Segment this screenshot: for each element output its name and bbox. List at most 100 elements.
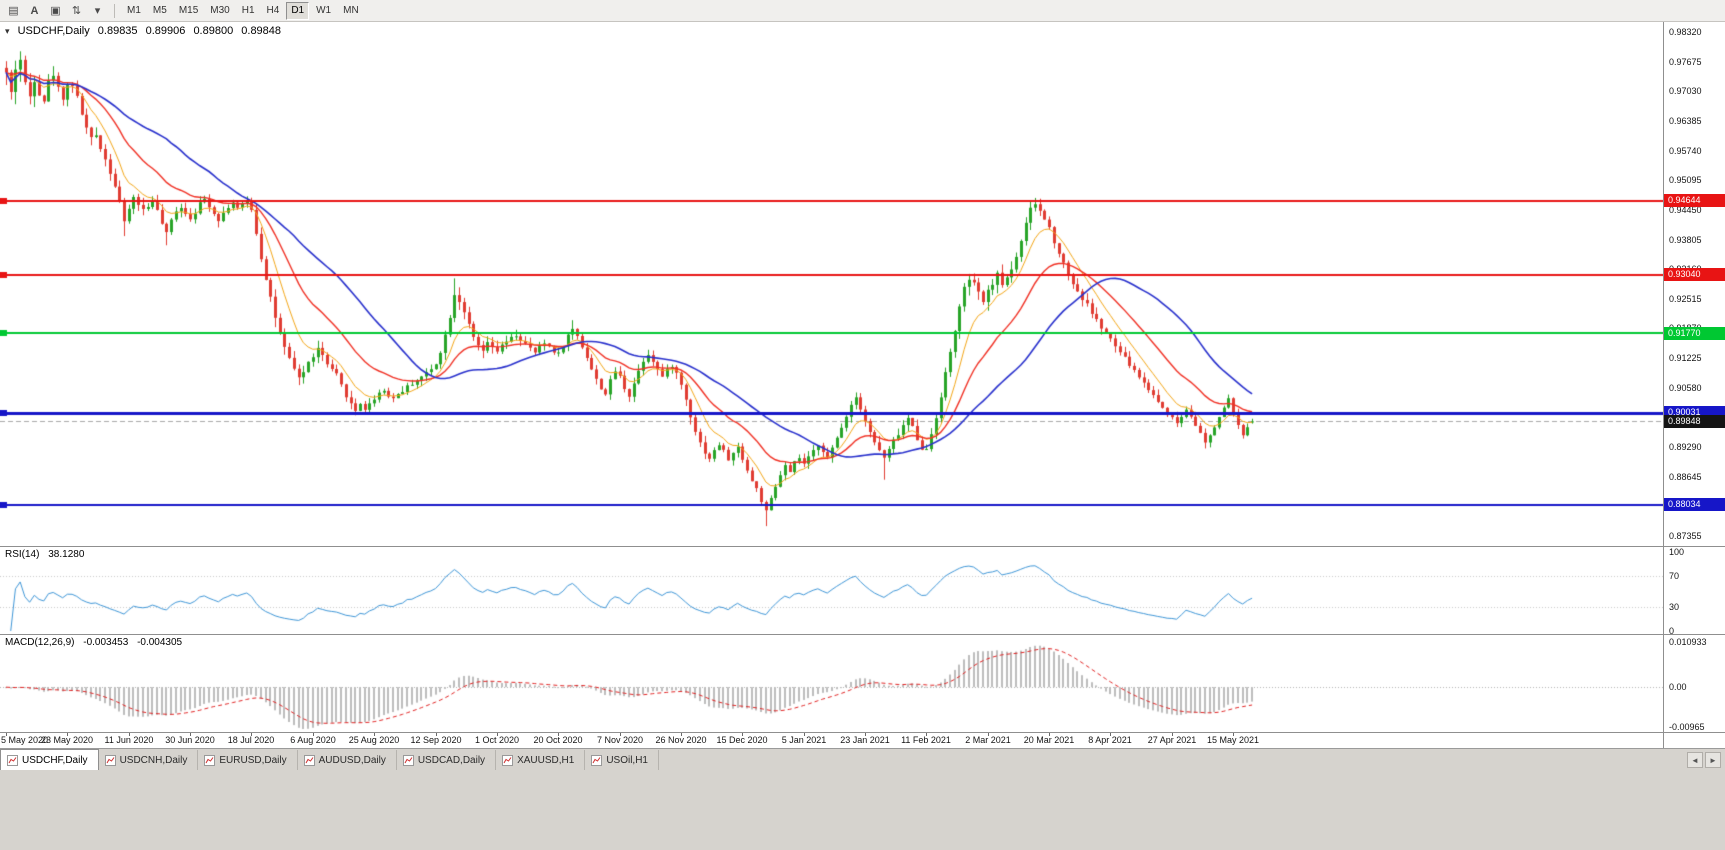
date-label: 11 Jun 2020: [104, 735, 154, 745]
chart-tab-usdchf-daily[interactable]: USDCHF,Daily: [0, 749, 99, 770]
rsi-tick: 100: [1669, 547, 1685, 557]
one-click-expander-icon[interactable]: ▾: [5, 26, 10, 36]
date-label: 23 Jan 2021: [840, 735, 890, 745]
time-axis[interactable]: 5 May 2020 23 May 2020 11 Jun 2020 30 Jun 2…: [0, 732, 1725, 748]
rsi-axis[interactable]: 100 70 30 0: [1663, 547, 1725, 634]
date-label: 20 Oct 2020: [533, 735, 583, 745]
price-axis[interactable]: 0.98320 0.97675 0.97030 0.96385 0.95740 0.950…: [1663, 22, 1725, 546]
tab-label: USDCNH,Daily: [119, 754, 188, 766]
chart-tab-audusd-daily[interactable]: AUDUSD,Daily: [297, 750, 397, 770]
date-label: 8 Apr 2021: [1088, 735, 1132, 745]
date-label: 25 Aug 2020: [348, 735, 400, 745]
price-tick: 0.91225: [1669, 353, 1702, 363]
rsi-tick: 30: [1669, 602, 1680, 612]
date-label: 20 Mar 2021: [1023, 735, 1075, 745]
symbol-label: USDCHF,Daily: [17, 25, 90, 37]
date-label: 5 May 2020: [1, 735, 49, 745]
tab-label: AUDUSD,Daily: [318, 754, 386, 766]
market-watch-icon[interactable]: ▤: [8, 5, 19, 17]
ohlc-high: 0.89906: [145, 25, 186, 37]
mini-chart-icon: [7, 754, 18, 766]
toolbar-dropdown-caret[interactable]: ▾: [94, 5, 101, 17]
macd-tick: 0.010933: [1669, 637, 1707, 647]
date-tick: [436, 733, 437, 736]
price-tick: 0.88645: [1669, 472, 1702, 482]
rsi-label: RSI(14) 38.1280: [5, 549, 90, 560]
scale-tool-icon[interactable]: ⇅: [71, 5, 82, 17]
macd-tick: 0.00: [1669, 682, 1687, 692]
chart-tab-usdcnh-daily[interactable]: USDCNH,Daily: [98, 750, 199, 770]
date-label: 6 Aug 2020: [290, 735, 336, 745]
date-label: 15 May 2021: [1206, 735, 1260, 745]
macd-signal-value: -0.004305: [137, 637, 183, 648]
date-label: 26 Nov 2020: [655, 735, 707, 745]
date-tick: [497, 733, 498, 736]
date-label: 2 Mar 2021: [965, 735, 1011, 745]
timeframe-button-h1[interactable]: H1: [241, 4, 255, 16]
macd-tick: -0.00965: [1669, 722, 1705, 732]
macd-panel: MACD(12,26,9) -0.003453 -0.004305 0.0109…: [0, 634, 1725, 732]
tab-label: USDCHF,Daily: [22, 754, 88, 766]
date-tick: [1233, 733, 1234, 736]
date-tick: [865, 733, 866, 736]
timeframe-button-h4[interactable]: H4: [266, 4, 280, 16]
date-tick: [558, 733, 559, 736]
timeframe-button-m5[interactable]: M5: [152, 4, 167, 16]
macd-axis[interactable]: 0.010933 0.00 -0.00965: [1663, 635, 1725, 732]
timeframe-button-m30[interactable]: M30: [210, 4, 230, 16]
timeframe-button-m1[interactable]: M1: [127, 4, 141, 16]
timeframe-button-m15[interactable]: M15: [178, 4, 199, 16]
price-tick: 0.94450: [1669, 205, 1702, 215]
cursor-tool[interactable]: A: [30, 4, 39, 17]
chart-tab-eurusd-daily[interactable]: EURUSD,Daily: [198, 750, 298, 770]
price-tick: 0.90580: [1669, 383, 1702, 393]
mini-chart-icon: [303, 754, 315, 766]
chart-window-icon[interactable]: ▣: [50, 5, 61, 17]
date-tick: [129, 733, 130, 736]
price-chart-panel: ▾ USDCHF,Daily 0.89835 0.89906 0.89800 0…: [0, 22, 1725, 546]
timeframe-button-d1[interactable]: D1: [286, 1, 310, 20]
date-tick: [926, 733, 927, 736]
macd-label: MACD(12,26,9) -0.003453 -0.004305: [5, 637, 188, 648]
date-label: 1 Oct 2020: [474, 735, 520, 745]
tab-scroll-buttons: ◄ ►: [1687, 752, 1721, 768]
macd-name: MACD(12,26,9): [5, 637, 75, 648]
tab-label: USDCAD,Daily: [417, 754, 486, 766]
macd-main-value: -0.003453: [83, 637, 129, 648]
mini-chart-icon: [402, 754, 414, 766]
chart-tab-xauusd-h1[interactable]: XAUUSD,H1: [496, 750, 586, 770]
chart-tab-bar: USDCHF,Daily USDCNH,Daily EURUSD,Daily AUDU…: [0, 748, 1725, 770]
date-label: 30 Jun 2020: [165, 735, 215, 745]
chart-tab-usoil-h1[interactable]: USOil,H1: [585, 750, 659, 770]
rsi-canvas[interactable]: [0, 548, 1663, 634]
hline-price-tag: 0.94644: [1664, 194, 1725, 207]
chart-title: ▾ USDCHF,Daily 0.89835 0.89906 0.89800 0…: [5, 25, 286, 37]
hline-price-tag: 0.93040: [1664, 268, 1725, 281]
tab-scroll-right-button[interactable]: ►: [1705, 752, 1721, 768]
timeframe-toolbar: M1 M5 M15 M30 H1 H4 D1 W1 MN: [121, 1, 365, 20]
date-tick: [681, 733, 682, 736]
tab-scroll-left-button[interactable]: ◄: [1687, 752, 1703, 768]
date-label: 11 Feb 2021: [901, 735, 951, 745]
date-label: 15 Dec 2020: [716, 735, 768, 745]
chart-window: ▾ USDCHF,Daily 0.89835 0.89906 0.89800 0…: [0, 22, 1725, 748]
rsi-panel: RSI(14) 38.1280 100 70 30 0: [0, 546, 1725, 634]
rsi-tick: 70: [1669, 571, 1680, 581]
timeframe-button-mn[interactable]: MN: [343, 4, 359, 16]
price-tick: 0.93805: [1669, 235, 1702, 245]
tab-label: EURUSD,Daily: [219, 754, 287, 766]
date-tick: [988, 733, 989, 736]
chart-tab-usdcad-daily[interactable]: USDCAD,Daily: [396, 750, 497, 770]
timeframe-button-w1[interactable]: W1: [316, 4, 332, 16]
price-tick: 0.96385: [1669, 116, 1702, 126]
date-label: 27 Apr 2021: [1147, 735, 1197, 745]
mini-chart-icon: [104, 754, 116, 766]
date-tick: [6, 733, 7, 736]
date-tick: [804, 733, 805, 736]
price-tick: 0.87355: [1669, 531, 1702, 541]
price-chart-canvas[interactable]: [0, 22, 1663, 546]
macd-canvas[interactable]: [0, 636, 1663, 732]
date-label: 18 Jul 2020: [227, 735, 275, 745]
rsi-value: 38.1280: [48, 549, 85, 560]
